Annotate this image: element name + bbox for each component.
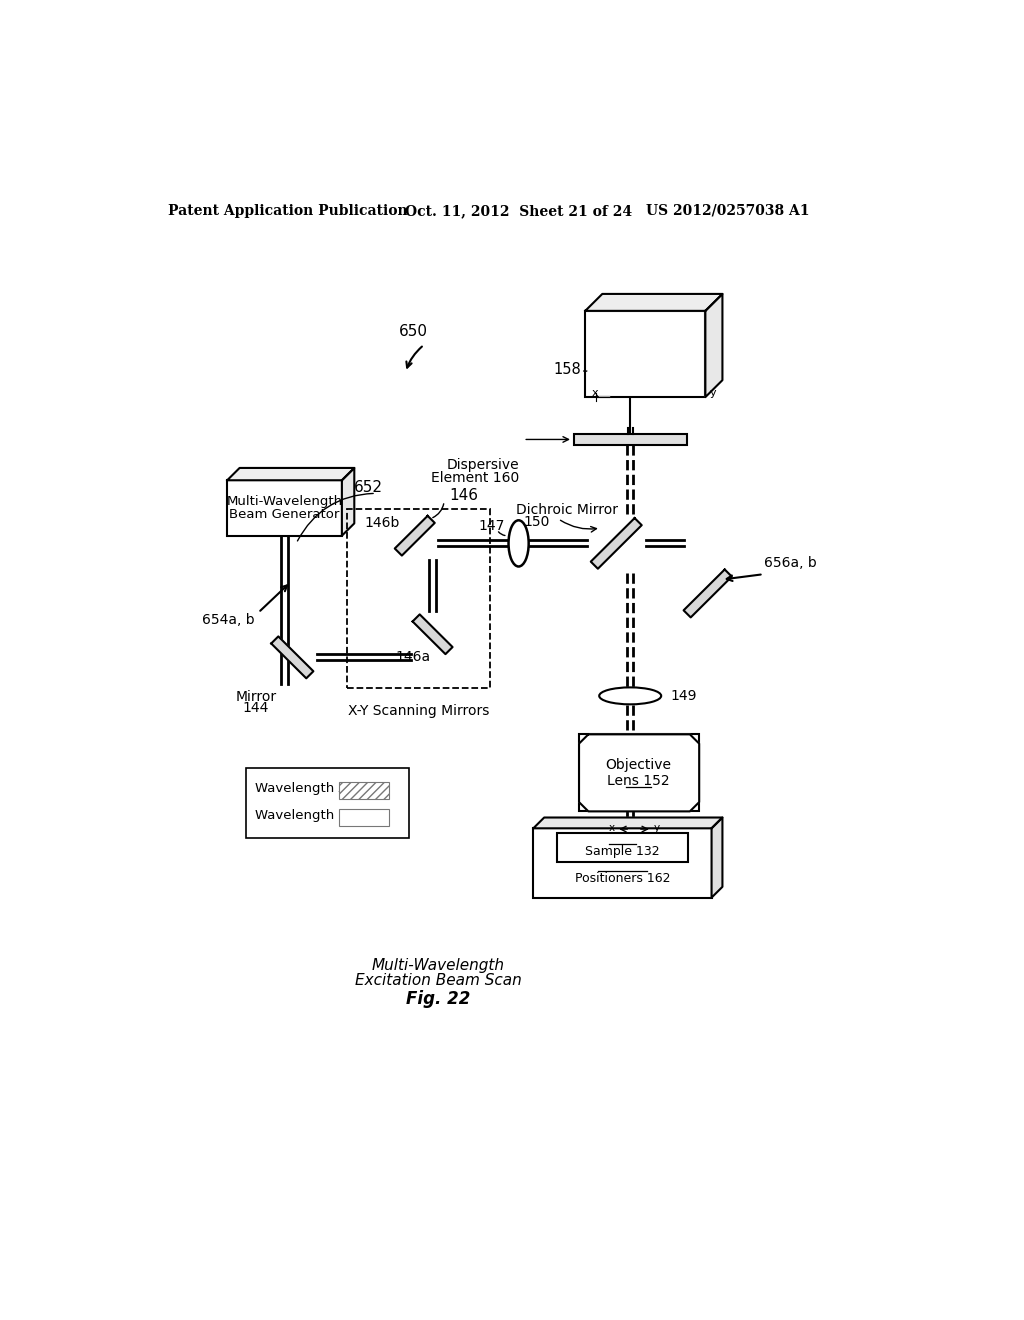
Polygon shape — [684, 569, 732, 618]
Ellipse shape — [599, 688, 662, 705]
Bar — [347, 508, 489, 688]
Text: 149: 149 — [671, 689, 697, 702]
Text: x: x — [608, 824, 614, 833]
Text: 144: 144 — [243, 701, 269, 715]
Text: Multi-Wavelength: Multi-Wavelength — [226, 495, 343, 508]
Text: 656a, b: 656a, b — [764, 556, 816, 570]
Bar — [227, 480, 342, 536]
Bar — [579, 734, 699, 812]
Text: Sample 132: Sample 132 — [585, 845, 659, 858]
Text: y: y — [710, 388, 717, 397]
Text: US 2012/0257038 A1: US 2012/0257038 A1 — [646, 203, 809, 218]
Polygon shape — [534, 817, 722, 829]
Text: Patent Application Publication: Patent Application Publication — [168, 203, 408, 218]
Text: Dispersive: Dispersive — [446, 458, 519, 471]
Bar — [586, 312, 706, 397]
Polygon shape — [706, 294, 722, 397]
Text: 146a: 146a — [395, 651, 430, 664]
Polygon shape — [394, 516, 435, 556]
Polygon shape — [712, 817, 722, 898]
Text: Lens 152: Lens 152 — [607, 774, 670, 788]
Ellipse shape — [509, 520, 528, 566]
Bar — [574, 434, 687, 445]
Polygon shape — [342, 469, 354, 536]
Polygon shape — [579, 734, 699, 812]
Polygon shape — [271, 636, 313, 678]
Text: Objective: Objective — [606, 758, 672, 772]
Text: 146b: 146b — [365, 516, 399, 529]
Polygon shape — [413, 614, 453, 655]
Text: Excitation Beam Scan: Excitation Beam Scan — [354, 973, 521, 989]
Text: 654a, b: 654a, b — [203, 614, 255, 627]
Text: 147: 147 — [478, 520, 505, 533]
Text: 158: 158 — [554, 362, 582, 378]
Text: 650: 650 — [398, 325, 428, 339]
Text: Fig. 22: Fig. 22 — [406, 990, 470, 1008]
Bar — [339, 809, 389, 826]
Text: Positioners 162: Positioners 162 — [574, 871, 670, 884]
Text: 652: 652 — [353, 480, 383, 495]
Polygon shape — [227, 469, 354, 480]
Text: Oct. 11, 2012  Sheet 21 of 24: Oct. 11, 2012 Sheet 21 of 24 — [406, 203, 633, 218]
Text: Mirror: Mirror — [236, 689, 276, 704]
Polygon shape — [591, 517, 642, 569]
Polygon shape — [586, 294, 722, 312]
Text: 150: 150 — [523, 515, 550, 529]
Text: Element 160: Element 160 — [431, 471, 519, 484]
Text: Wavelength B: Wavelength B — [255, 809, 348, 822]
Text: y: y — [653, 824, 659, 833]
Text: Wavelength A: Wavelength A — [255, 781, 348, 795]
Text: X-Y Scanning Mirrors: X-Y Scanning Mirrors — [348, 704, 489, 718]
Bar — [246, 768, 409, 838]
Text: Multi-Wavelength: Multi-Wavelength — [372, 958, 505, 973]
Text: 146: 146 — [450, 488, 478, 503]
Text: Dichroic Mirror: Dichroic Mirror — [515, 503, 617, 516]
Bar — [339, 781, 389, 799]
Text: x: x — [592, 388, 598, 397]
Text: Beam Generator: Beam Generator — [229, 508, 340, 521]
Bar — [557, 833, 687, 862]
Bar — [534, 829, 712, 898]
